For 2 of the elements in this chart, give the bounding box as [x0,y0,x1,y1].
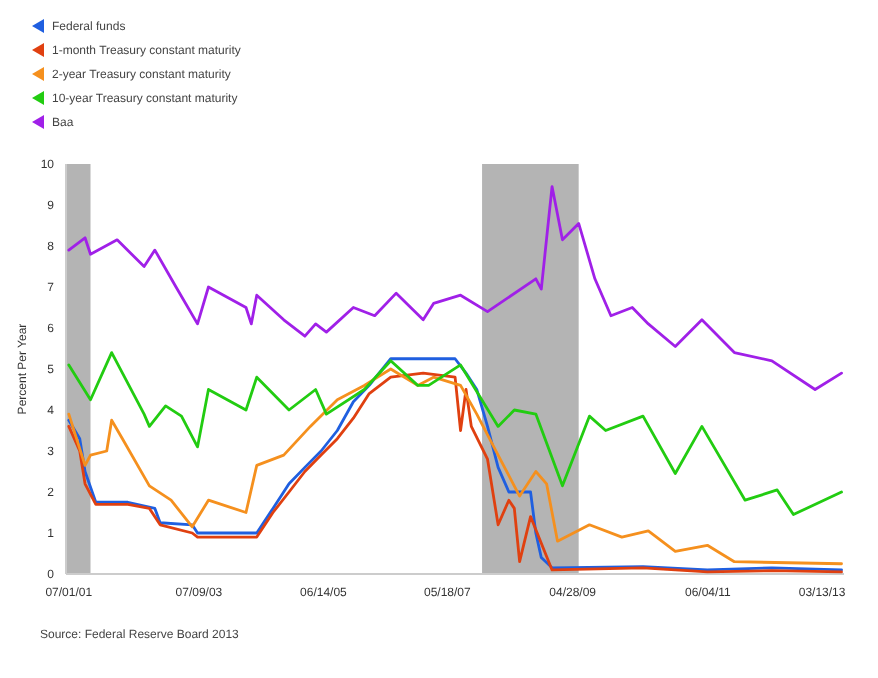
line-series [67,185,843,391]
line-series [67,351,843,516]
